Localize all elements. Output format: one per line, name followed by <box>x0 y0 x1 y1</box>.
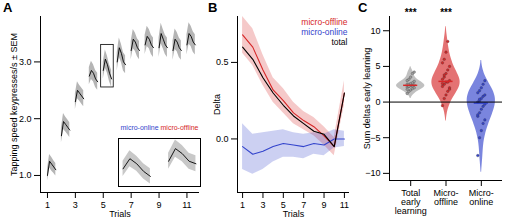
svg-text:−5: −5 <box>370 132 381 143</box>
svg-text:9: 9 <box>322 200 327 210</box>
svg-text:Micro-online: Micro-online <box>469 188 494 207</box>
svg-text:***: *** <box>405 7 417 18</box>
svg-text:Micro-offline: Micro-offline <box>434 188 459 207</box>
svg-text:0: 0 <box>375 97 380 107</box>
svg-text:3.0: 3.0 <box>19 57 32 67</box>
svg-text:3: 3 <box>260 200 265 210</box>
svg-text:micro-online: micro-online <box>301 27 348 37</box>
svg-text:1.0: 1.0 <box>19 170 32 180</box>
svg-text:11: 11 <box>182 200 191 210</box>
svg-text:7: 7 <box>301 199 307 210</box>
svg-text:5: 5 <box>101 200 106 210</box>
svg-text:9: 9 <box>157 200 162 210</box>
svg-text:2.0: 2.0 <box>19 114 32 124</box>
html-text:B: B <box>208 0 218 15</box>
svg-text:***: *** <box>440 7 452 18</box>
svg-text:11: 11 <box>340 200 349 210</box>
svg-text:Tapping speed keypresses/s ± S: Tapping speed keypresses/s ± SEM <box>9 33 19 176</box>
svg-text:Trials: Trials <box>109 209 131 219</box>
svg-text:Totalearlylearning: Totalearlylearning <box>395 188 427 216</box>
svg-text:Sum deltas early learning: Sum deltas early learning <box>362 48 372 150</box>
svg-text:micro-offline: micro-offline <box>161 124 199 131</box>
html-text:A: A <box>3 0 13 15</box>
svg-text:total: total <box>331 37 347 47</box>
html-text:C: C <box>358 0 368 15</box>
svg-text:5: 5 <box>375 61 380 71</box>
svg-text:10: 10 <box>370 26 380 36</box>
svg-text:5: 5 <box>280 199 286 210</box>
svg-text:1: 1 <box>45 200 50 210</box>
svg-text:micro-offline: micro-offline <box>301 17 347 27</box>
svg-text:7: 7 <box>128 199 134 210</box>
svg-text:1: 1 <box>240 200 245 210</box>
svg-text:0.0: 0.0 <box>216 134 229 144</box>
svg-text:3: 3 <box>73 200 78 210</box>
svg-text:−10: −10 <box>365 168 380 178</box>
svg-text:micro-online: micro-online <box>121 124 159 131</box>
svg-text:0.5: 0.5 <box>216 57 229 67</box>
svg-text:Trials: Trials <box>283 209 305 219</box>
svg-text:Delta: Delta <box>212 94 222 115</box>
